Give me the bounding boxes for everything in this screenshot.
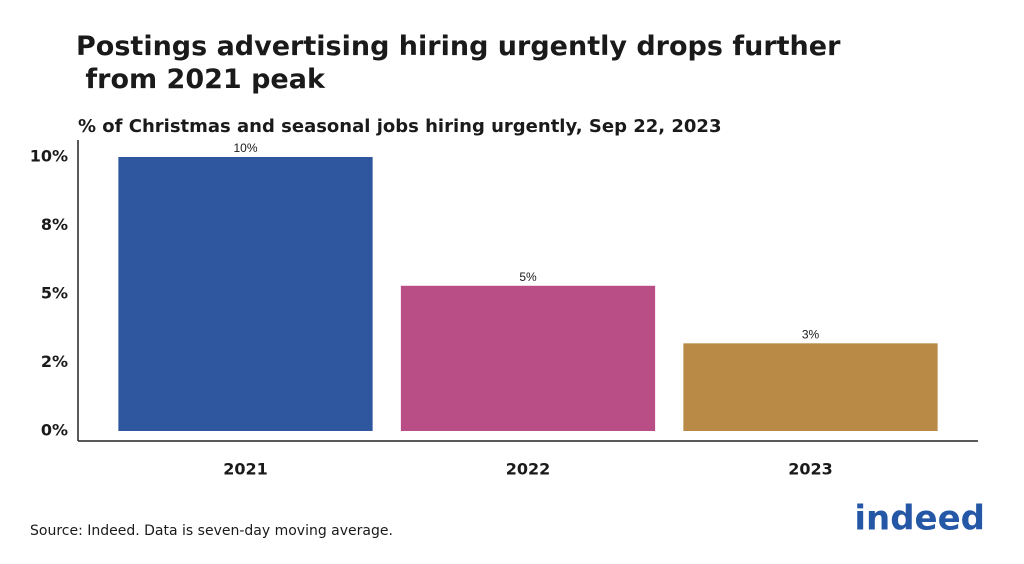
bar	[400, 285, 656, 431]
source-note: Source: Indeed. Data is seven-day moving…	[30, 523, 393, 539]
x-tick-label: 2022	[506, 460, 551, 479]
x-tick-label: 2023	[788, 460, 833, 479]
value-label: 10%	[233, 141, 257, 155]
chart-subtitle: % of Christmas and seasonal jobs hiring …	[78, 116, 721, 137]
logo: indeed	[854, 499, 985, 539]
y-tick-label: 10%	[30, 147, 68, 166]
bar	[683, 343, 938, 431]
bar	[118, 157, 373, 431]
y-tick-label: 2%	[41, 352, 68, 371]
x-tick-label: 2021	[223, 460, 268, 479]
y-tick-label: 5%	[41, 284, 68, 303]
chart-title: Postings advertising hiring urgently dro…	[76, 31, 841, 95]
value-label: 5%	[519, 270, 537, 284]
y-tick-label: 0%	[41, 421, 68, 440]
value-label: 3%	[802, 327, 820, 341]
y-tick-label: 8%	[41, 215, 68, 234]
